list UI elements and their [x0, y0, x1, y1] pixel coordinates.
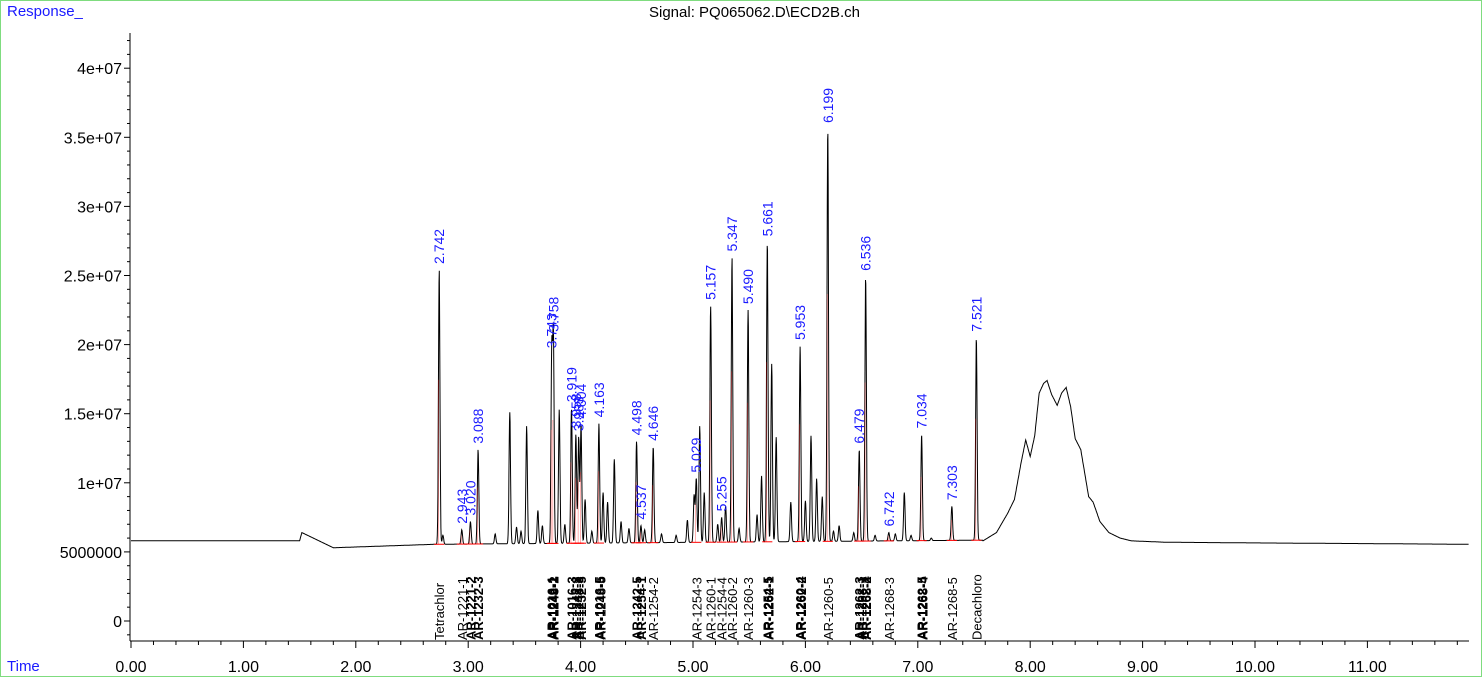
peak-label: 2.943 — [454, 489, 470, 524]
y-tick-label: 2e+07 — [77, 338, 122, 355]
compound-label: AR-1260-3 — [741, 577, 756, 640]
compound-label: AR-1254-1 — [634, 576, 649, 640]
compound-label: AR-1221-1 — [455, 577, 470, 640]
x-axis-label: Time — [7, 658, 40, 675]
compound-label: AR-1262-4 — [859, 576, 874, 640]
compound-label: AR-1268-4 — [915, 576, 930, 640]
peak-label: 5.029 — [688, 437, 704, 472]
compound-label: AR-1232-3 — [471, 576, 486, 640]
compound-label: AR-1268-2 — [859, 576, 874, 640]
x-tick-label: 9.00 — [1127, 659, 1158, 676]
compound-label: Decachloro — [969, 574, 984, 640]
peak-label: 6.536 — [858, 236, 874, 271]
compound-label: AR-1016-5 — [592, 576, 607, 640]
compound-label: AR-1016-1 — [545, 576, 560, 640]
compound-label: AR-1254-2 — [646, 577, 661, 640]
compound-label: AR-1248-3 — [572, 576, 587, 640]
y-axis-label: Response_ — [7, 3, 83, 20]
compound-label: AR-1254-5 — [760, 576, 775, 640]
peak-label: 5.490 — [740, 269, 756, 304]
y-tick-label: 1.5e+07 — [64, 407, 122, 424]
y-tick-label: 3.5e+07 — [64, 130, 122, 147]
peak-label: 5.157 — [703, 265, 719, 300]
peak-label: 4.163 — [591, 382, 607, 417]
compound-label: AR-1268-1 — [855, 576, 870, 640]
y-tick-label: 3e+07 — [77, 199, 122, 216]
x-tick-label: 0.00 — [115, 659, 146, 676]
y-tick-label: 4e+07 — [77, 61, 122, 78]
compound-label: AR-1248-5 — [593, 576, 608, 640]
compound-label: AR-1242-5 — [630, 576, 645, 640]
peak-label: 3.919 — [563, 367, 579, 402]
x-tick-label: 8.00 — [1015, 659, 1046, 676]
peak-label: 3.983 — [571, 396, 587, 431]
y-tick-label: 2.5e+07 — [64, 269, 122, 286]
compound-label: AR-1260-4 — [793, 576, 808, 640]
peak-label: 4.646 — [645, 406, 661, 441]
compound-label: AR-1232-5 — [574, 576, 589, 640]
x-tick-label: 10.00 — [1235, 659, 1275, 676]
peak-label: 3.088 — [470, 408, 486, 443]
peak-label: 2.742 — [431, 229, 447, 264]
compound-label: AR-1262-3 — [852, 576, 867, 640]
chart-title: Signal: PQ065062.D\ECD2B.ch — [649, 4, 860, 21]
x-tick-label: 4.00 — [565, 659, 596, 676]
peak-label: 6.742 — [881, 491, 897, 526]
y-tick-label: 5000000 — [60, 545, 122, 562]
peak-label: 5.347 — [724, 216, 740, 251]
compound-label: AR-1260-2 — [725, 577, 740, 640]
peak-label: 5.661 — [759, 201, 775, 236]
peak-label: 3.758 — [545, 296, 561, 331]
signal-trace — [131, 133, 1469, 549]
peak-label: 5.255 — [714, 476, 730, 511]
peak-label: 5.953 — [792, 305, 808, 340]
peak-label: 3.020 — [462, 480, 478, 515]
y-tick-label: 1e+07 — [77, 476, 122, 493]
compound-label: AR-1242-3 — [569, 576, 584, 640]
compound-label: AR-1262-5 — [915, 576, 930, 640]
x-tick-label: 11.00 — [1348, 659, 1387, 676]
compound-label: AR-1221-2 — [463, 576, 478, 640]
compound-label: AR-1260-1 — [704, 577, 719, 640]
peak-label: 4.004 — [573, 384, 589, 419]
peak-label: 3.743 — [544, 313, 560, 348]
compound-label: AR-1254-3 — [689, 577, 704, 640]
peak-label: 4.537 — [633, 484, 649, 519]
peak-label: 3.958 — [568, 393, 584, 428]
compound-label: AR-1268-5 — [945, 577, 960, 640]
peak-label: 4.498 — [629, 400, 645, 435]
peak-label: 6.479 — [851, 408, 867, 443]
compound-label: AR-1268-3 — [882, 577, 897, 640]
x-tick-label: 7.00 — [902, 659, 933, 676]
x-tick-label: 1.00 — [228, 659, 259, 676]
compound-label: Tetrachlor — [432, 582, 447, 640]
x-tick-label: 2.00 — [340, 659, 371, 676]
compound-label: AR-1016-3 — [564, 576, 579, 640]
compound-label: AR-1242-1 — [546, 576, 561, 640]
compound-label: AR-1260-5 — [821, 577, 836, 640]
peak-label: 7.303 — [944, 465, 960, 500]
x-tick-label: 5.00 — [677, 659, 708, 676]
compound-label: AR-1254-4 — [715, 577, 730, 640]
peak-label: 6.199 — [820, 88, 836, 123]
peak-label: 7.521 — [968, 296, 984, 331]
peak-label: 7.034 — [914, 393, 930, 428]
compound-label: AR-1262-1 — [761, 576, 776, 640]
x-tick-label: 6.00 — [790, 659, 821, 676]
y-tick-label: 0 — [113, 614, 122, 631]
x-tick-label: 3.00 — [453, 659, 484, 676]
compound-label: AR-1248-2 — [546, 576, 561, 640]
compound-label: AR-1262-2 — [794, 576, 809, 640]
